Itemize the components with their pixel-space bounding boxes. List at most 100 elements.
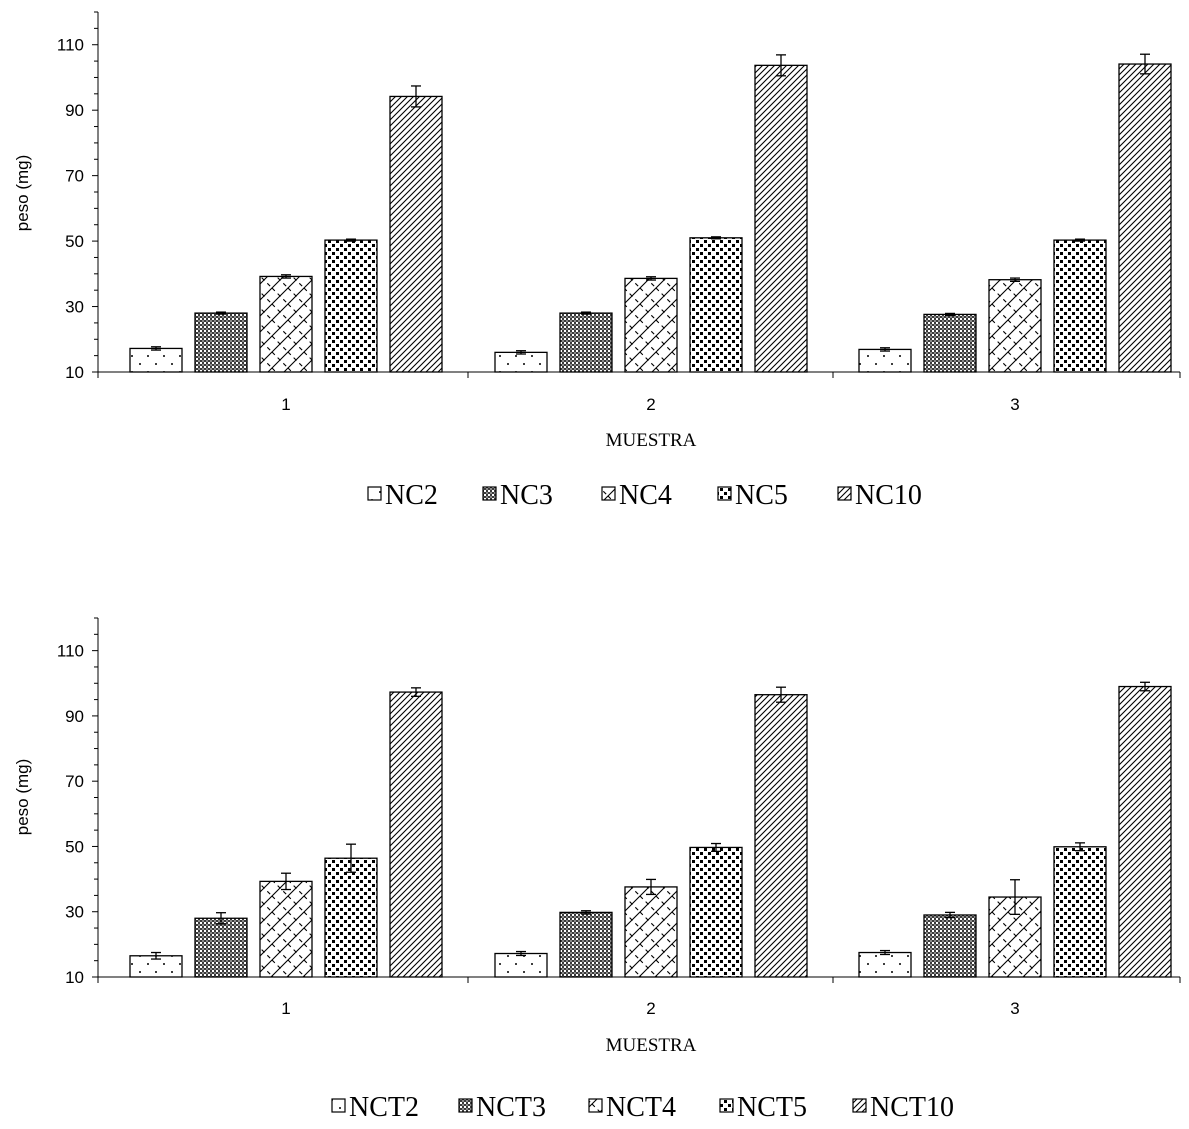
error-bar-nct2-1 <box>151 951 161 960</box>
y-tick-label: 110 <box>57 36 84 55</box>
error-bar-nct10-2 <box>776 686 786 703</box>
legend-swatch-nc4 <box>601 486 616 501</box>
error-bar-nct3-2 <box>581 910 591 915</box>
bar-nct5-1 <box>324 857 378 978</box>
legend-swatch-nc3 <box>482 486 497 501</box>
legend-swatch-nc10 <box>837 486 852 501</box>
error-bar-nc3-3 <box>945 312 955 317</box>
x-axis-title: MUESTRA <box>606 430 697 451</box>
legend-swatch-nct10 <box>852 1098 867 1113</box>
legend-label-nct4: NCT4 <box>606 1092 676 1123</box>
bar-nc2-1 <box>129 347 183 373</box>
bar-nc5-1 <box>324 239 378 373</box>
bar-nct5-2 <box>689 846 743 978</box>
y-tick-label: 50 <box>65 837 84 856</box>
error-bar-nct10-1 <box>411 687 421 697</box>
y-tick-label: 50 <box>65 232 84 251</box>
legend: NCT2 NCT3 NCT4 NCT5 NCT10 <box>331 1092 954 1123</box>
bar-nct2-2 <box>494 952 548 978</box>
error-bar-nc3-1 <box>216 311 226 315</box>
y-tick-label: 70 <box>65 772 84 791</box>
legend-label-nc10: NC10 <box>855 480 922 511</box>
bar-nct3-1 <box>194 917 248 978</box>
y-tick-label: 30 <box>65 903 84 922</box>
bar-nct2-3 <box>858 951 912 978</box>
bar-nct5-3 <box>1053 846 1107 978</box>
error-bar-nc2-3 <box>880 347 890 352</box>
error-bar-nc4-1 <box>281 274 291 279</box>
chart-1: 10 30 50 70 90 110 peso (mg) 1 2 3 MUESTRA NC2 NC3 NC… <box>13 11 1181 511</box>
bar-nc4-1 <box>259 275 313 373</box>
error-bar-nct5-3 <box>1075 842 1085 852</box>
bar-nc3-3 <box>923 313 977 373</box>
x-axis-title: MUESTRA <box>606 1035 697 1056</box>
x-tick-label: 1 <box>281 999 290 1018</box>
bar-nc4-3 <box>988 279 1042 373</box>
y-tick-label: 10 <box>65 968 84 987</box>
error-bar-nct3-1 <box>216 912 226 925</box>
error-bar-nct2-2 <box>516 950 526 957</box>
bar-nct4-2 <box>624 886 678 978</box>
legend-label-nc5: NC5 <box>735 480 788 511</box>
bar-nct3-2 <box>559 911 613 978</box>
x-tick-label: 2 <box>646 395 655 414</box>
bar-nct10-3 <box>1118 685 1172 978</box>
legend: NC2 NC3 NC4 NC5 NC10 <box>367 480 922 511</box>
bar-nc10-1 <box>389 95 443 373</box>
legend-swatch-nct4 <box>588 1098 603 1113</box>
error-bar-nc2-2 <box>516 350 526 355</box>
legend-label-nct2: NCT2 <box>349 1092 419 1123</box>
legend-label-nct3: NCT3 <box>476 1092 546 1123</box>
bar-nc4-2 <box>624 277 678 373</box>
y-tick-label: 90 <box>65 707 84 726</box>
y-tick-label: 70 <box>65 167 84 186</box>
x-tick-label: 2 <box>646 999 655 1018</box>
error-bar-nct5-1 <box>346 843 356 873</box>
chart-2: 10 30 50 70 90 110 peso (mg) 1 2 3 MUESTRA NCT2 NCT3… <box>13 617 1181 1123</box>
legend-swatch-nct5 <box>719 1098 734 1113</box>
legend-label-nc3: NC3 <box>500 480 553 511</box>
error-bar-nc5-1 <box>346 238 356 242</box>
error-bar-nc5-3 <box>1075 238 1085 242</box>
y-tick-label: 110 <box>57 642 84 661</box>
legend-label-nct10: NCT10 <box>870 1092 954 1123</box>
bar-nc3-1 <box>194 312 248 373</box>
legend-swatch-nc5 <box>717 486 732 501</box>
bar-nct10-2 <box>754 694 808 978</box>
error-bar-nct4-1 <box>281 872 291 891</box>
legend-swatch-nc2 <box>367 486 382 501</box>
y-tick-label: 10 <box>65 363 84 382</box>
bar-nc2-2 <box>494 351 548 373</box>
bar-nc5-3 <box>1053 239 1107 373</box>
bar-nc3-2 <box>559 312 613 373</box>
error-bar-nct4-2 <box>646 878 656 896</box>
bar-nct4-1 <box>259 880 313 978</box>
legend-label-nc2: NC2 <box>385 480 438 511</box>
bar-nc10-3 <box>1118 63 1172 373</box>
error-bar-nc10-3 <box>1140 53 1150 75</box>
bar-nct10-1 <box>389 691 443 978</box>
y-tick-label: 30 <box>65 298 84 317</box>
y-axis-title: peso (mg) <box>13 155 32 232</box>
error-bar-nc4-3 <box>1010 277 1020 282</box>
error-bar-nc2-1 <box>151 346 161 351</box>
bar-nc10-2 <box>754 64 808 373</box>
legend-label-nct5: NCT5 <box>737 1092 807 1123</box>
error-bar-nct5-2 <box>711 842 721 852</box>
x-tick-label: 3 <box>1010 999 1019 1018</box>
bar-nc5-2 <box>689 237 743 373</box>
error-bar-nc10-1 <box>411 85 421 108</box>
legend-swatch-nct3 <box>458 1098 473 1113</box>
x-tick-label: 1 <box>281 395 290 414</box>
legend-swatch-nct2 <box>331 1098 346 1113</box>
error-bar-nct2-3 <box>880 949 890 956</box>
error-bar-nct3-3 <box>945 911 955 919</box>
y-axis-title: peso (mg) <box>13 759 32 836</box>
error-bar-nct4-3 <box>1010 879 1020 915</box>
bar-nct3-3 <box>923 914 977 978</box>
x-tick-label: 3 <box>1010 395 1019 414</box>
y-tick-label: 90 <box>65 101 84 120</box>
bar-nc2-3 <box>858 348 912 373</box>
error-bar-nc5-2 <box>711 236 721 240</box>
